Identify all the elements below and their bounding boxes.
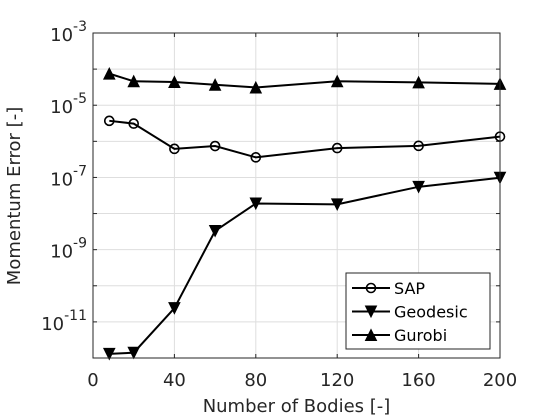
data-point-sap [413,140,424,152]
y-tick-exponent: -7 [73,163,87,179]
data-point-geodesic [249,197,263,211]
x-tick-label: 160 [401,370,435,391]
legend-marker-sap [365,282,377,294]
data-point-gurobi [330,74,344,88]
data-point-sap [209,140,221,152]
plot-frame [92,32,501,359]
legend-label-gurobi: Gurobi [394,326,447,345]
y-tick-base: 10 [41,314,64,335]
data-point-geodesic [208,224,222,238]
legend-marker-gurobi [364,328,378,341]
data-point-gurobi [249,80,263,94]
data-point-gurobi [168,75,181,88]
y-tick-base: 10 [50,97,73,118]
data-point-gurobi [127,74,141,88]
y-tick-label: 10-11 [41,308,87,335]
legend-label-geodesic: Geodesic [394,303,468,322]
y-tick-label: 10-3 [50,19,87,46]
series-line-gurobi [108,72,501,89]
y-tick-exponent: -9 [73,236,87,252]
y-tick-exponent: -3 [73,19,87,35]
series-sap [103,115,506,163]
data-point-sap [169,143,180,155]
data-point-geodesic [330,198,344,211]
data-point-gurobi [102,67,116,80]
legend: SAP Geodesic Gurobi [345,272,491,350]
series-geodesic [102,171,507,361]
y-tick-exponent: -5 [73,91,87,107]
data-point-sap [103,115,115,127]
x-tick-label: 200 [483,370,517,391]
y-tick-base: 10 [50,169,73,190]
legend-marker-geodesic [364,305,378,319]
x-tick-label: 120 [320,370,354,391]
y-tick-exponent: -11 [64,308,87,324]
data-point-sap [331,142,343,154]
series-line-geodesic [109,176,501,355]
x-tick-label: 80 [244,370,267,391]
data-point-gurobi [412,75,425,89]
y-tick-base: 10 [50,242,73,263]
x-tick-label: 0 [87,370,98,391]
data-point-gurobi [208,78,222,91]
y-tick-label: 10-9 [50,236,87,263]
legend-label-sap: SAP [394,279,425,298]
y-axis-label: Momentum Error [-] [4,107,25,285]
y-tick-base: 10 [50,25,73,46]
data-point-geodesic [127,346,141,360]
data-point-sap [128,118,139,129]
y-tick-label: 10-7 [50,163,87,190]
series-line-sap [109,119,501,159]
x-axis-label: Number of Bodies [-] [203,396,391,417]
y-tick-label: 10-5 [50,91,87,118]
x-tick-label: 40 [163,370,186,391]
data-point-sap [250,152,262,163]
data-point-geodesic [412,180,425,194]
data-point-geodesic [102,347,116,361]
data-point-geodesic [168,302,181,315]
